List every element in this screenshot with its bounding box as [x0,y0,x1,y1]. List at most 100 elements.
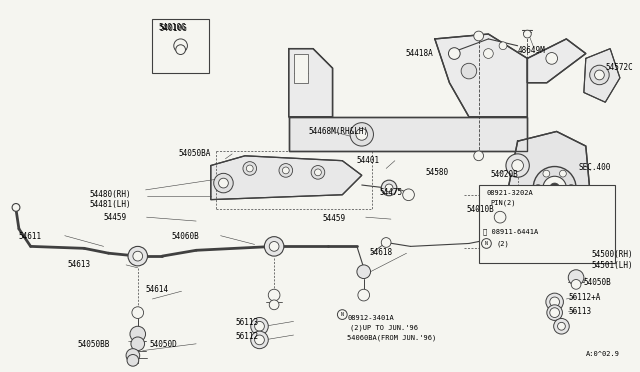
Circle shape [269,300,279,310]
Circle shape [461,63,477,79]
Text: N: N [341,312,344,317]
Circle shape [176,45,186,55]
Polygon shape [584,49,620,102]
Circle shape [282,167,289,174]
Circle shape [350,123,374,146]
Circle shape [543,176,566,200]
Circle shape [251,331,268,349]
Text: 54572C: 54572C [605,63,633,72]
Circle shape [12,203,20,211]
Text: 54060B: 54060B [172,232,200,241]
Circle shape [571,279,581,289]
Text: 56112: 56112 [235,332,259,341]
Circle shape [132,307,143,318]
Text: 08912-3401A: 08912-3401A [347,315,394,321]
Circle shape [243,162,257,175]
Circle shape [219,178,228,188]
Polygon shape [211,156,362,200]
Circle shape [512,160,524,171]
Circle shape [546,293,563,311]
Circle shape [403,189,414,201]
Text: 54480(RH): 54480(RH) [89,190,131,199]
Circle shape [547,305,563,320]
Text: 54468M(RH&LH): 54468M(RH&LH) [308,126,369,135]
Circle shape [130,326,145,342]
Circle shape [512,202,524,213]
Text: (2)UP TO JUN.'96: (2)UP TO JUN.'96 [350,324,418,331]
Polygon shape [289,49,333,117]
Circle shape [246,165,253,172]
Text: 54501(LH): 54501(LH) [591,261,633,270]
Circle shape [268,289,280,301]
Circle shape [554,318,569,334]
Bar [152,19,209,73]
Polygon shape [435,34,527,117]
Bar [294,54,308,83]
Circle shape [543,170,550,177]
Text: (2): (2) [496,241,509,247]
Text: 54060BA(FROM JUN.'96): 54060BA(FROM JUN.'96) [347,334,436,340]
Text: 54580: 54580 [425,169,448,177]
Circle shape [550,297,559,307]
Text: 54050D: 54050D [150,340,177,349]
Text: 56112+A: 56112+A [568,293,601,302]
Circle shape [264,237,284,256]
Circle shape [559,199,566,206]
Circle shape [126,349,140,362]
Circle shape [133,251,143,261]
Circle shape [314,169,321,176]
Text: 54475: 54475 [380,188,403,197]
Text: 56113: 56113 [235,318,259,327]
Circle shape [385,184,393,192]
Circle shape [559,170,566,177]
Circle shape [534,185,541,191]
Circle shape [506,154,529,177]
Circle shape [128,246,147,266]
Circle shape [533,167,576,209]
Text: SEC.400: SEC.400 [578,163,611,171]
Circle shape [501,203,515,216]
Circle shape [174,39,188,52]
Circle shape [251,317,268,335]
Circle shape [255,335,264,345]
Circle shape [356,129,367,140]
Text: 54010G: 54010G [158,23,186,32]
Circle shape [568,270,584,285]
Circle shape [557,323,565,330]
Circle shape [503,241,513,251]
Circle shape [381,238,391,247]
Circle shape [381,180,397,196]
Circle shape [131,337,145,351]
Circle shape [127,355,139,366]
Circle shape [279,164,292,177]
Text: 54010B: 54010B [467,205,495,214]
Bar [479,185,615,263]
Circle shape [499,42,507,49]
Circle shape [358,289,369,301]
Text: 54401: 54401 [357,156,380,165]
Circle shape [524,30,531,38]
Circle shape [513,208,522,218]
Text: 08921-3202A: 08921-3202A [486,190,533,196]
Circle shape [589,65,609,85]
Polygon shape [508,131,591,238]
Text: 54611: 54611 [19,232,42,241]
Text: 56113: 56113 [568,307,591,316]
Text: N: N [485,241,488,246]
Circle shape [546,52,557,64]
Text: 54500(RH): 54500(RH) [591,250,633,259]
Polygon shape [527,39,586,83]
Text: 54418A: 54418A [406,49,433,58]
Circle shape [214,173,233,193]
Circle shape [512,228,524,240]
Circle shape [269,241,279,251]
Circle shape [581,236,591,246]
Text: ① 08911-6441A: ① 08911-6441A [483,229,538,235]
Text: 54481(LH): 54481(LH) [89,200,131,209]
Circle shape [568,185,575,191]
Circle shape [494,211,506,223]
Circle shape [311,166,324,179]
Text: 54050BB: 54050BB [77,340,109,349]
Text: 54020B: 54020B [490,170,518,179]
Text: 48649M: 48649M [518,46,545,55]
